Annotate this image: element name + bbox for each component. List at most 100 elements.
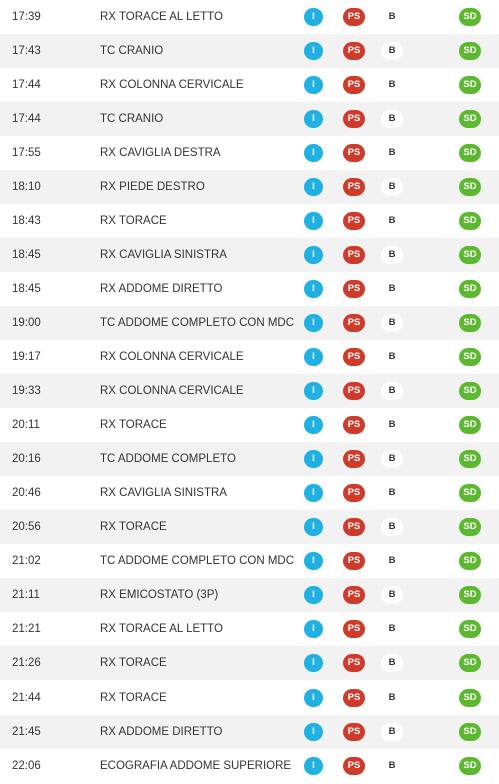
ps-badge[interactable]: PS	[343, 688, 365, 707]
i-badge[interactable]: I	[304, 620, 323, 639]
b-badge[interactable]: B	[381, 7, 403, 26]
sd-badge[interactable]: SD	[459, 41, 481, 60]
b-badge[interactable]: B	[381, 586, 403, 605]
b-badge[interactable]: B	[381, 416, 403, 435]
sd-badge[interactable]: SD	[459, 620, 481, 639]
ps-badge[interactable]: PS	[343, 7, 365, 26]
i-badge[interactable]: I	[304, 41, 323, 60]
b-badge[interactable]: B	[381, 688, 403, 707]
table-row[interactable]: 22:06 ECOGRAFIA ADDOME SUPERIORE I PS B SD	[0, 749, 499, 783]
sd-badge[interactable]: SD	[459, 722, 481, 741]
table-row[interactable]: 21:21 RX TORACE AL LETTO I PS B SD	[0, 612, 499, 646]
sd-badge[interactable]: SD	[459, 756, 481, 775]
sd-badge[interactable]: SD	[459, 484, 481, 503]
ps-badge[interactable]: PS	[343, 211, 365, 230]
table-row[interactable]: 21:11 RX EMICOSTATO (3P) I PS B SD	[0, 578, 499, 613]
i-badge[interactable]: I	[304, 552, 323, 571]
table-row[interactable]: 18:43 RX TORACE I PS B SD	[0, 204, 499, 238]
table-row[interactable]: 17:55 RX CAVIGLIA DESTRA I PS B SD	[0, 136, 499, 170]
ps-badge[interactable]: PS	[343, 279, 365, 298]
sd-badge[interactable]: SD	[459, 245, 481, 264]
i-badge[interactable]: I	[304, 279, 323, 298]
i-badge[interactable]: I	[304, 586, 323, 605]
ps-badge[interactable]: PS	[343, 245, 365, 264]
i-badge[interactable]: I	[304, 484, 323, 503]
b-badge[interactable]: B	[381, 722, 403, 741]
ps-badge[interactable]: PS	[343, 722, 365, 741]
ps-badge[interactable]: PS	[343, 177, 365, 196]
sd-badge[interactable]: SD	[459, 143, 481, 162]
ps-badge[interactable]: PS	[343, 552, 365, 571]
table-row[interactable]: 21:44 RX TORACE I PS B SD	[0, 681, 499, 715]
sd-badge[interactable]: SD	[459, 75, 481, 94]
sd-badge[interactable]: SD	[459, 450, 481, 469]
b-badge[interactable]: B	[381, 484, 403, 503]
table-row[interactable]: 19:17 RX COLONNA CERVICALE I PS B SD	[0, 340, 499, 374]
sd-badge[interactable]: SD	[459, 518, 481, 537]
sd-badge[interactable]: SD	[459, 211, 481, 230]
sd-badge[interactable]: SD	[459, 382, 481, 401]
i-badge[interactable]: I	[304, 348, 323, 366]
sd-badge[interactable]: SD	[459, 348, 481, 366]
table-row[interactable]: 17:44 TC CRANIO I PS B SD	[0, 101, 499, 136]
sd-badge[interactable]: SD	[459, 109, 481, 128]
table-row[interactable]: 21:26 RX TORACE I PS B SD	[0, 646, 499, 681]
ps-badge[interactable]: PS	[343, 382, 365, 401]
b-badge[interactable]: B	[381, 279, 403, 298]
b-badge[interactable]: B	[381, 109, 403, 128]
sd-badge[interactable]: SD	[459, 688, 481, 707]
sd-badge[interactable]: SD	[459, 654, 481, 673]
b-badge[interactable]: B	[381, 620, 403, 639]
sd-badge[interactable]: SD	[459, 586, 481, 605]
table-row[interactable]: 19:33 RX COLONNA CERVICALE I PS B SD	[0, 374, 499, 409]
table-row[interactable]: 20:46 RX CAVIGLIA SINISTRA I PS B SD	[0, 476, 499, 510]
ps-badge[interactable]: PS	[343, 348, 365, 366]
sd-badge[interactable]: SD	[459, 177, 481, 196]
b-badge[interactable]: B	[381, 654, 403, 673]
ps-badge[interactable]: PS	[343, 313, 365, 332]
i-badge[interactable]: I	[304, 313, 323, 332]
i-badge[interactable]: I	[304, 450, 323, 469]
b-badge[interactable]: B	[381, 177, 403, 196]
i-badge[interactable]: I	[304, 688, 323, 707]
table-row[interactable]: 17:43 TC CRANIO I PS B SD	[0, 33, 499, 68]
ps-badge[interactable]: PS	[343, 620, 365, 639]
ps-badge[interactable]: PS	[343, 484, 365, 503]
i-badge[interactable]: I	[304, 211, 323, 230]
b-badge[interactable]: B	[381, 143, 403, 162]
b-badge[interactable]: B	[381, 313, 403, 332]
i-badge[interactable]: I	[304, 654, 323, 673]
i-badge[interactable]: I	[304, 109, 323, 128]
sd-badge[interactable]: SD	[459, 7, 481, 26]
sd-badge[interactable]: SD	[459, 313, 481, 332]
ps-badge[interactable]: PS	[343, 654, 365, 673]
i-badge[interactable]: I	[304, 143, 323, 162]
table-row[interactable]: 18:10 RX PIEDE DESTRO I PS B SD	[0, 169, 499, 204]
ps-badge[interactable]: PS	[343, 416, 365, 435]
ps-badge[interactable]: PS	[343, 450, 365, 469]
table-row[interactable]: 17:39 RX TORACE AL LETTO I PS B SD	[0, 0, 499, 34]
i-badge[interactable]: I	[304, 75, 323, 94]
table-row[interactable]: 21:02 TC ADDOME COMPLETO CON MDC I PS B SD	[0, 544, 499, 578]
ps-badge[interactable]: PS	[343, 586, 365, 605]
i-badge[interactable]: I	[304, 382, 323, 401]
table-row[interactable]: 20:56 RX TORACE I PS B SD	[0, 510, 499, 545]
i-badge[interactable]: I	[304, 722, 323, 741]
sd-badge[interactable]: SD	[459, 279, 481, 298]
b-badge[interactable]: B	[381, 382, 403, 401]
table-row[interactable]: 18:45 RX ADDOME DIRETTO I PS B SD	[0, 272, 499, 306]
ps-badge[interactable]: PS	[343, 518, 365, 537]
i-badge[interactable]: I	[304, 518, 323, 537]
b-badge[interactable]: B	[381, 75, 403, 94]
ps-badge[interactable]: PS	[343, 75, 365, 94]
sd-badge[interactable]: SD	[459, 416, 481, 435]
b-badge[interactable]: B	[381, 348, 403, 366]
b-badge[interactable]: B	[381, 518, 403, 537]
b-badge[interactable]: B	[381, 450, 403, 469]
b-badge[interactable]: B	[381, 41, 403, 60]
i-badge[interactable]: I	[304, 245, 323, 264]
b-badge[interactable]: B	[381, 245, 403, 264]
sd-badge[interactable]: SD	[459, 552, 481, 571]
b-badge[interactable]: B	[381, 211, 403, 230]
table-row[interactable]: 21:45 RX ADDOME DIRETTO I PS B SD	[0, 714, 499, 749]
